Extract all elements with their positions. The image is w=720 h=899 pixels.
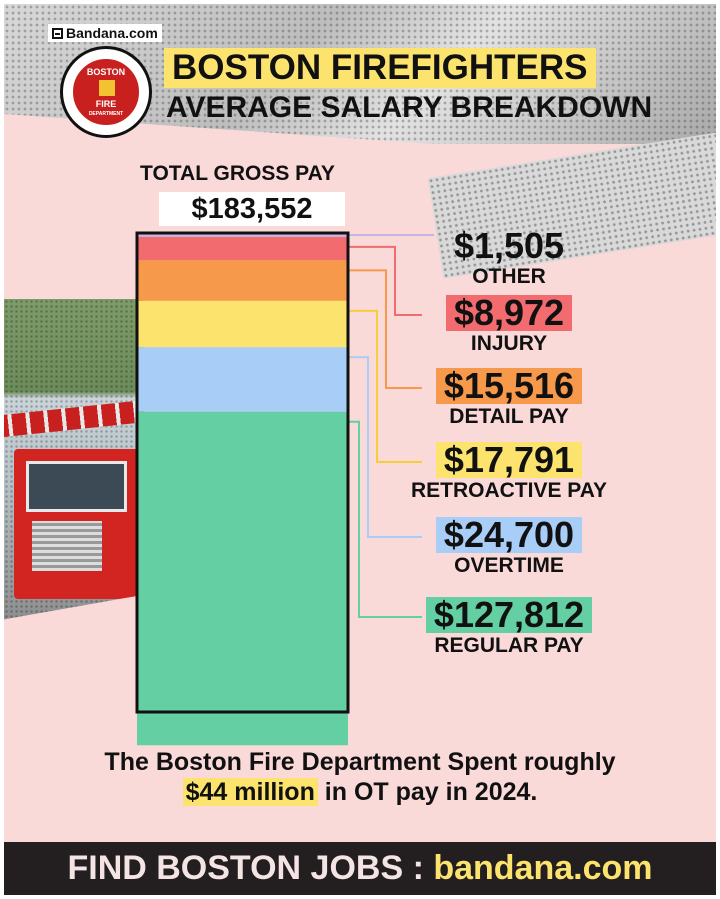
segment-name: INJURY [470,332,548,355]
badge-line1: BOSTON [86,67,126,77]
segment-label: $1,505 OTHER [384,228,634,289]
segment-value: $24,700 [435,517,583,553]
leader-line-injury [348,245,422,316]
leader-line-retroactive-pay [348,309,422,463]
footer-banner[interactable]: FIND BOSTON JOBS : bandana.com [4,842,716,895]
leader-line-overtime [348,356,422,538]
segment-label: $17,791 RETROACTIVE PAY [384,442,634,503]
segment-name: OVERTIME [454,554,564,577]
segment-name: RETROACTIVE PAY [410,479,608,502]
total-value: $183,552 [159,192,345,226]
badge-line3: DEPARTMENT [88,111,124,117]
segment-name: REGULAR PAY [434,634,584,657]
footer-link[interactable]: bandana.com [433,849,653,887]
note-line2: $44 million in OT pay in 2024. [4,778,716,807]
bar-segment-overtime [137,347,348,412]
bar-segment-detail-pay [137,260,348,301]
segment-value: $17,791 [435,442,583,478]
maltese-cross-icon [99,80,115,96]
bandana-logo-icon [52,27,63,39]
total-label: TOTAL GROSS PAY [140,162,335,185]
segment-label: $8,972 INJURY [384,295,634,356]
bar-segment-other [137,233,348,237]
note-line2-rest: in OT pay in 2024. [317,778,538,806]
note-highlight: $44 million [182,778,318,806]
segment-label: $127,812 REGULAR PAY [384,597,634,658]
segment-name: OTHER [472,265,546,288]
fire-department-badge: BOSTON FIRE DEPARTMENT [60,46,152,138]
bar-segment-injury [137,236,348,261]
stacked-bar-chart [135,231,434,746]
segment-value: $1,505 [453,225,565,266]
leader-line-detail-pay [348,269,422,389]
note-line1: The Boston Fire Department Spent roughly [104,748,616,776]
fire-truck-photo [4,299,144,629]
leader-line-regular-pay [348,420,422,618]
segment-label: $15,516 DETAIL PAY [384,368,634,429]
brand-logo[interactable]: Bandana.com [48,24,162,42]
footer-label: FIND BOSTON JOBS : [67,849,434,887]
page-title: BOSTON FIREFIGHTERS [164,48,596,88]
segment-value: $127,812 [425,597,593,633]
infographic: Bandana.com BOSTON FIRE DEPARTMENT BOSTO… [4,4,716,895]
bar-outline [135,231,350,714]
segment-label: $24,700 OVERTIME [384,517,634,578]
brand-name: Bandana.com [66,25,158,41]
bar-segment-retroactive-pay [137,300,348,348]
segment-value: $15,516 [435,368,583,404]
segment-value: $8,972 [445,295,573,331]
segment-name: DETAIL PAY [449,405,569,428]
badge-line2: FIRE [95,99,117,109]
bar-segment-regular-pay [137,411,348,746]
page-subtitle: AVERAGE SALARY BREAKDOWN [166,91,653,124]
